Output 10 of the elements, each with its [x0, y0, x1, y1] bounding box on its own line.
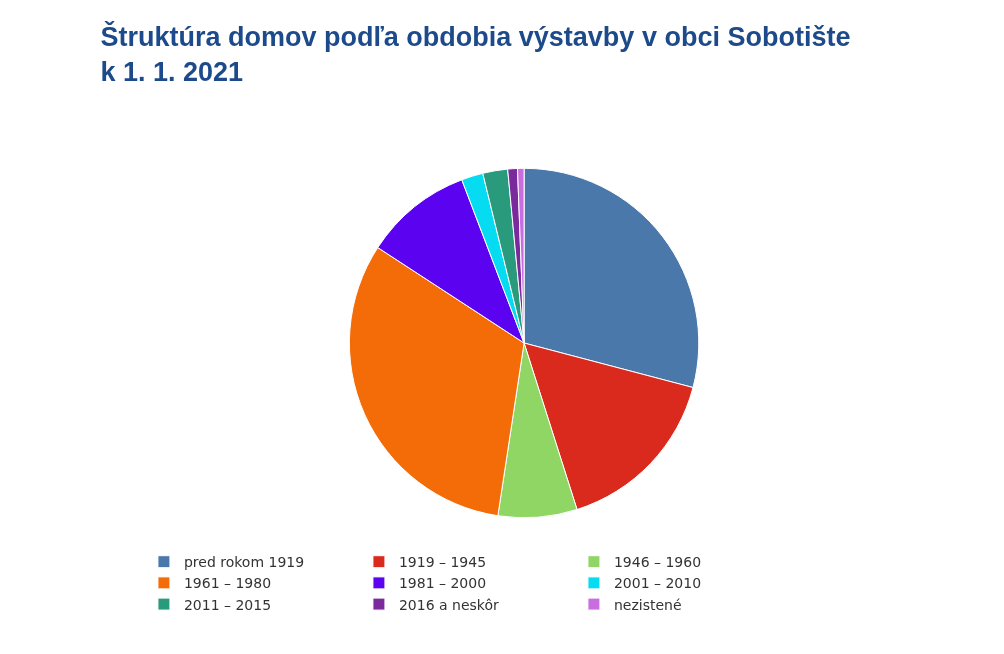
legend-label: 1946 – 1960	[613, 554, 702, 571]
legend-label: 2011 – 2015	[183, 596, 272, 613]
legend-label: 1919 – 1945	[398, 554, 487, 571]
legend-label: nezistené	[613, 596, 682, 613]
legend-label: 2001 – 2010	[613, 575, 702, 592]
legend-label: 1981 – 2000	[398, 575, 487, 592]
legend-label: 2016 a neskôr	[398, 596, 499, 613]
chart-title: Štruktúra domov podľa obdobia výstavby v obci Sobotište k 1. 1. 2021	[100, 20, 851, 87]
legend-label: 1961 – 1980	[183, 575, 272, 592]
legend-label: pred rokom 1919	[183, 554, 305, 571]
